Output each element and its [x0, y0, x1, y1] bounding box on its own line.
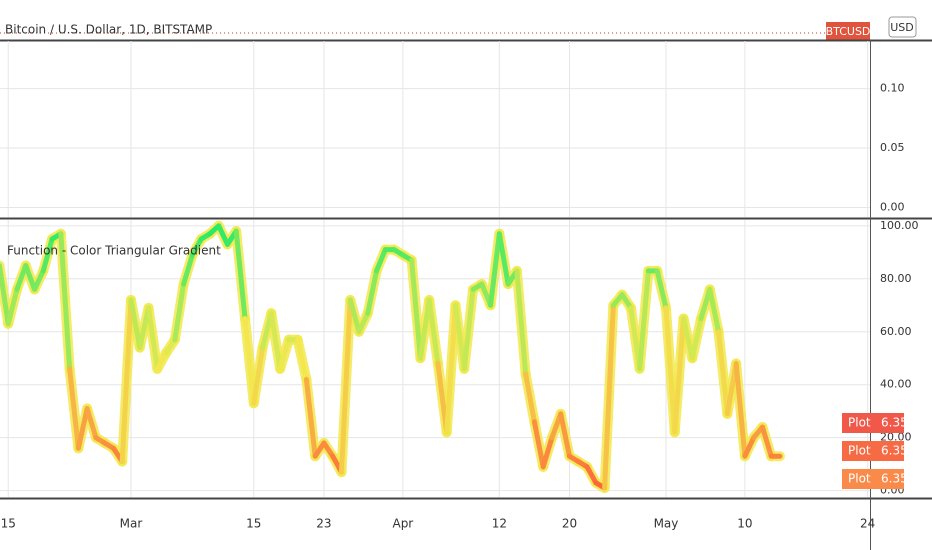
line-segment — [742, 435, 757, 459]
line-segment — [154, 350, 169, 372]
line-segment — [759, 424, 774, 459]
line-segment — [514, 268, 529, 377]
line-segment — [146, 305, 160, 372]
line-segment — [338, 297, 353, 475]
line-segment — [602, 302, 616, 491]
price-tag: BTCUSD — [826, 25, 871, 38]
line-segment — [32, 268, 46, 292]
y-tick-label: 0.00 — [880, 200, 905, 213]
y-tick-label: 100.00 — [880, 219, 919, 232]
line-segment — [523, 371, 537, 425]
last-value-tag — [842, 441, 904, 461]
y-tick-label: 80.00 — [880, 272, 912, 285]
line-segment — [619, 292, 634, 311]
line-segment — [663, 305, 678, 435]
x-tick-label: 24 — [860, 517, 875, 531]
line-segment — [268, 310, 283, 372]
x-tick-label: 15 — [246, 517, 261, 531]
last-value: 6.35 — [881, 416, 908, 430]
line-segment — [295, 337, 309, 382]
x-tick-label: 20 — [562, 517, 577, 531]
line-segment — [5, 286, 20, 327]
line-segment — [496, 231, 511, 287]
line-segment — [321, 440, 336, 459]
x-tick-label: May — [654, 517, 679, 531]
line-segment — [689, 316, 704, 361]
last-value-name: Plot — [848, 416, 871, 430]
x-tick-label: Mar — [120, 517, 143, 531]
currency-box[interactable] — [888, 16, 917, 38]
line-segment — [67, 366, 81, 451]
y-tick-label: 0.05 — [880, 141, 905, 154]
y-tick-label: 60.00 — [880, 325, 912, 338]
line-segment — [584, 464, 599, 486]
line-segment — [0, 263, 11, 327]
line-segment — [654, 268, 669, 311]
axis-labels: 0.000.050.100.0020.0040.0060.0080.00100.… — [1, 82, 919, 531]
line-segment — [128, 297, 143, 351]
last-value-tag — [842, 413, 904, 433]
line-segment — [461, 286, 476, 372]
last-value-name: Plot — [848, 472, 871, 486]
line-segment — [365, 268, 380, 316]
line-segment — [681, 316, 695, 361]
last-value: 6.35 — [881, 444, 908, 458]
x-tick-label: 15 — [1, 517, 16, 531]
line-segment — [637, 268, 651, 372]
price-tag-bg — [826, 22, 870, 40]
line-segment — [242, 316, 257, 406]
x-tick-label: 10 — [737, 517, 752, 531]
line-segment — [23, 263, 38, 292]
line-segment — [426, 297, 441, 367]
symbol-title: Bitcoin / U.S. Dollar, 1D, BITSTAMP — [5, 23, 212, 37]
line-segment — [303, 376, 318, 459]
line-segment — [531, 419, 546, 470]
indicator-title: Function - Color Triangular Gradient — [7, 244, 221, 258]
line-segment — [374, 247, 388, 274]
line-segment — [672, 316, 687, 435]
line-segment — [233, 228, 248, 322]
grid — [0, 41, 870, 497]
currency[interactable]: USD — [890, 21, 914, 34]
y-tick-label: 20.00 — [880, 431, 912, 444]
line-segment — [733, 361, 748, 459]
line-segment — [356, 310, 371, 335]
last-value-name: Plot — [848, 444, 871, 458]
y-tick-label: 40.00 — [880, 378, 912, 391]
last-value: 6.35 — [881, 472, 908, 486]
x-tick-label: 12 — [492, 517, 507, 531]
line-segment — [119, 297, 134, 465]
line-segment — [40, 236, 55, 274]
line-segment — [189, 236, 204, 258]
line-segment — [417, 297, 432, 361]
line-segment — [409, 257, 423, 361]
line-segment — [75, 406, 90, 451]
line-segment — [452, 302, 467, 372]
line-segment — [444, 302, 458, 435]
last-value-tag — [842, 469, 904, 489]
line-segment — [58, 231, 73, 372]
y-tick-label: 0.10 — [880, 82, 905, 95]
x-tick-label: 23 — [316, 517, 331, 531]
line-segment — [558, 411, 572, 459]
line-segment — [540, 435, 555, 470]
line-segment — [347, 297, 362, 335]
line-segment — [181, 252, 195, 287]
line-segment — [163, 337, 178, 356]
plot — [0, 220, 785, 493]
line-segment — [707, 286, 722, 335]
line-segment — [216, 223, 230, 247]
line-segment — [277, 337, 292, 372]
line-segment — [14, 263, 29, 292]
x-tick-label: Apr — [392, 517, 413, 531]
line-segment — [172, 281, 187, 343]
line-segment — [84, 406, 99, 441]
line-segment — [716, 329, 730, 417]
line-segment — [251, 345, 266, 406]
line-segment — [488, 231, 502, 308]
